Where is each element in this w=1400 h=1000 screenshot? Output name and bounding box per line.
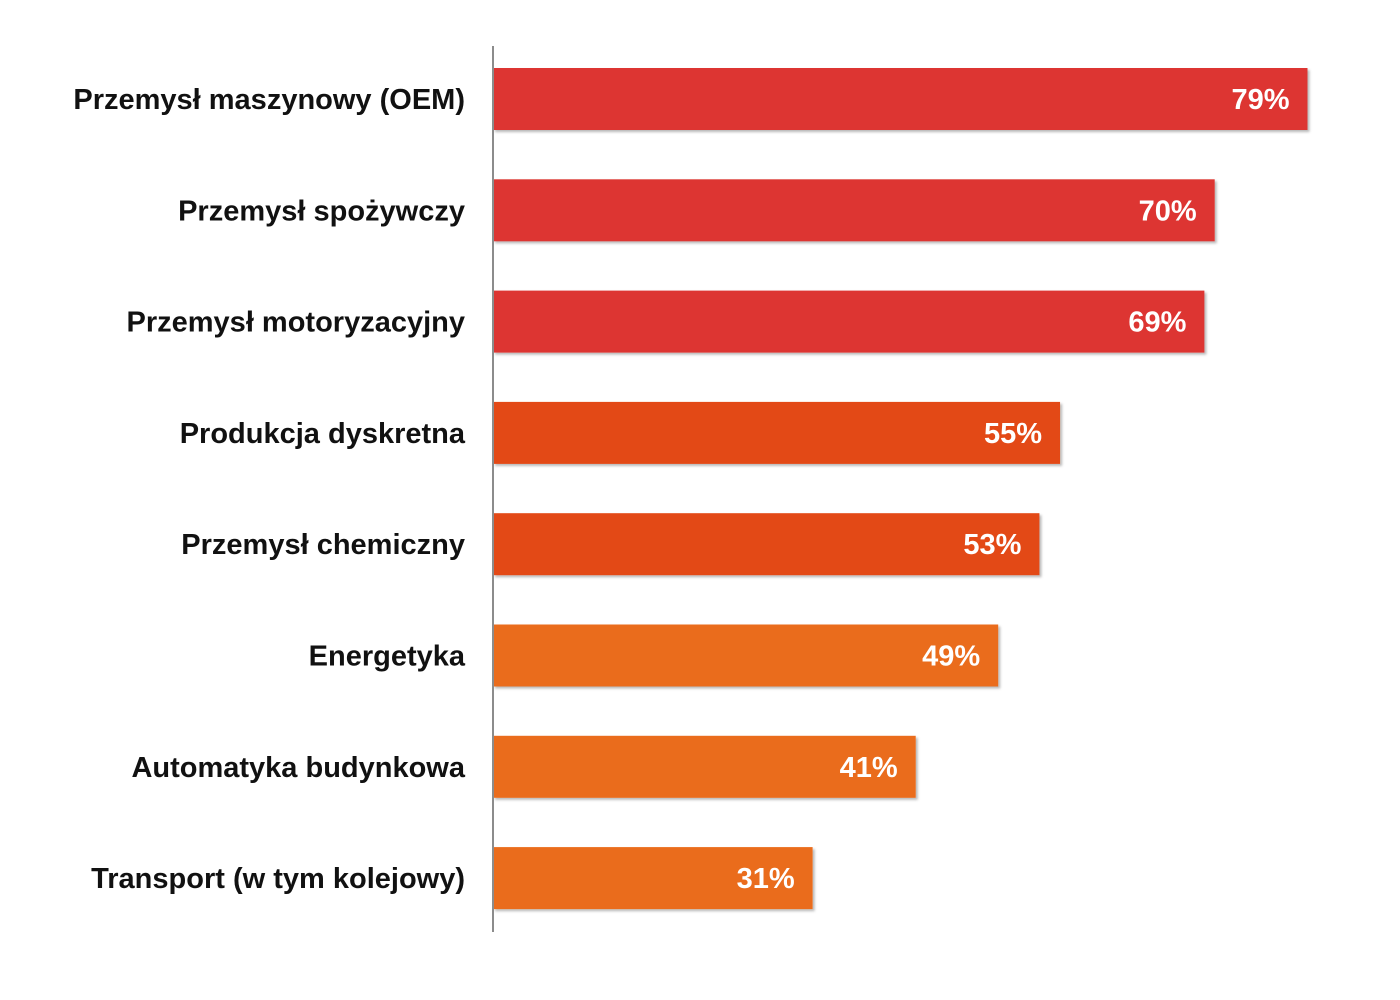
category-label-produkcja-dyskretna: Produkcja dyskretna	[180, 418, 466, 450]
bar-produkcja-dyskretna	[493, 401, 1061, 464]
category-label-energetyka: Energetyka	[309, 641, 466, 673]
value-labels-layer: 79% 70% 69% 55% 53% 49% 41% 31%	[737, 84, 1290, 895]
category-label-automatyka-budynkowa: Automatyka budynkowa	[131, 752, 465, 784]
category-label-przemysl-motoryzacyjny: Przemysł motoryzacyjny	[127, 307, 465, 339]
value-label-produkcja-dyskretna: 55%	[984, 418, 1042, 450]
bar-przemysl-motoryzacyjny	[493, 290, 1205, 353]
bar-automatyka-budynkowa	[493, 735, 916, 798]
value-label-automatyka-budynkowa: 41%	[840, 752, 898, 784]
category-label-przemysl-maszynowy-oem: Przemysł maszynowy (OEM)	[73, 84, 465, 116]
bars-layer	[493, 68, 1308, 910]
value-label-przemysl-maszynowy-oem: 79%	[1231, 84, 1289, 116]
value-label-przemysl-motoryzacyjny: 69%	[1128, 307, 1186, 339]
value-label-energetyka: 49%	[922, 641, 980, 673]
value-label-przemysl-chemiczny: 53%	[963, 529, 1021, 561]
bar-energetyka	[493, 624, 999, 687]
bar-przemysl-maszynowy-oem	[493, 68, 1308, 130]
category-labels-layer: Przemysł maszynowy (OEM) Przemysł spożywc…	[73, 84, 466, 895]
value-label-przemysl-spozywczy: 70%	[1139, 195, 1197, 227]
bar-przemysl-spozywczy	[493, 179, 1215, 242]
category-label-przemysl-spozywczy: Przemysł spożywczy	[178, 195, 465, 227]
value-label-transport-w-tym-kolejowy: 31%	[737, 863, 795, 895]
category-label-przemysl-chemiczny: Przemysł chemiczny	[181, 529, 465, 561]
category-label-transport-w-tym-kolejowy: Transport (w tym kolejowy)	[91, 863, 465, 895]
bar-przemysl-chemiczny	[493, 513, 1040, 576]
bar-transport-w-tym-kolejowy	[493, 847, 813, 910]
